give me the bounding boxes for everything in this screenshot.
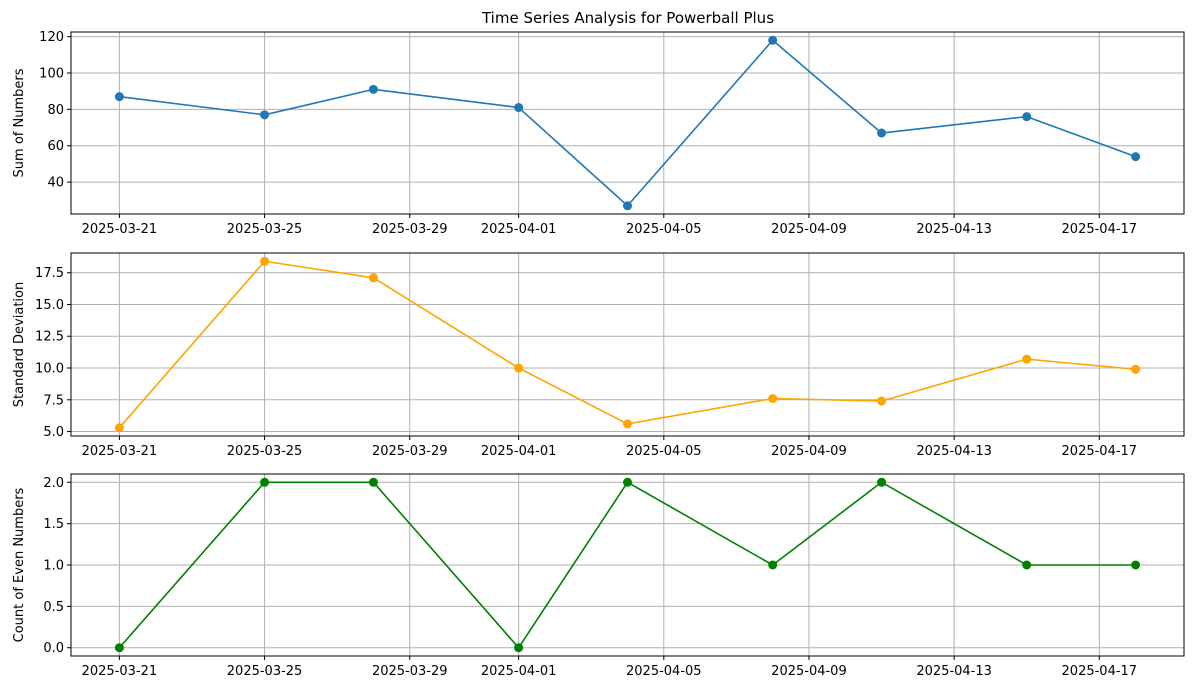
chart-panels: 2025-03-21 2025-03-25 2025-03-29 2025-04-01… bbox=[12, 30, 1185, 679]
y-tick-label: 2.0 bbox=[43, 476, 64, 491]
x-tick-label: 2025-04-09 bbox=[771, 444, 847, 459]
axes-frame bbox=[70, 31, 1185, 215]
series-line bbox=[118, 260, 1136, 429]
x-tick-label: 2025-04-13 bbox=[916, 444, 992, 459]
data-point bbox=[1022, 560, 1032, 570]
data-point bbox=[368, 273, 378, 283]
y-tick-label: 10.0 bbox=[35, 362, 64, 377]
data-point bbox=[768, 35, 778, 45]
x-tick-label: 2025-04-09 bbox=[771, 222, 847, 237]
series-line bbox=[119, 39, 1136, 207]
data-point bbox=[877, 128, 887, 138]
data-point bbox=[114, 92, 124, 102]
x-tick-label: 2025-04-13 bbox=[916, 664, 992, 679]
data-point bbox=[1131, 364, 1141, 374]
chart-panel-1: 2025-03-21 2025-03-25 2025-03-29 2025-04-01… bbox=[12, 30, 1185, 237]
x-tick-label: 2025-04-09 bbox=[771, 664, 847, 679]
x-tick-label: 2025-03-25 bbox=[227, 222, 303, 237]
data-point bbox=[260, 110, 270, 120]
x-tick-label: 2025-04-05 bbox=[626, 664, 702, 679]
data-point bbox=[260, 256, 270, 266]
axes-frame bbox=[70, 252, 1185, 437]
y-axis-label: Count of Even Numbers bbox=[12, 487, 27, 642]
chart-panel-3: 2025-03-21 2025-03-25 2025-03-29 2025-04-01… bbox=[12, 473, 1185, 679]
x-tick-label: 2025-04-05 bbox=[626, 444, 702, 459]
data-point bbox=[1022, 112, 1032, 122]
data-point bbox=[368, 84, 378, 94]
y-tick-label: 1.5 bbox=[43, 517, 64, 532]
y-tick-label: 12.5 bbox=[35, 330, 64, 345]
y-tick-label: 60 bbox=[47, 139, 64, 154]
y-tick-label: 0.5 bbox=[43, 600, 64, 615]
x-tick-label: 2025-04-01 bbox=[481, 222, 557, 237]
data-point bbox=[877, 477, 887, 487]
x-tick-label: 2025-03-21 bbox=[82, 444, 158, 459]
y-tick-label: 100 bbox=[39, 67, 64, 82]
data-point bbox=[514, 363, 524, 373]
x-tick-label: 2025-03-25 bbox=[227, 664, 303, 679]
y-tick-label: 0.0 bbox=[43, 641, 64, 656]
data-point bbox=[768, 394, 778, 404]
y-tick-label: 1.0 bbox=[43, 559, 64, 574]
data-point bbox=[260, 477, 270, 487]
y-tick-label: 80 bbox=[47, 103, 64, 118]
data-point bbox=[877, 396, 887, 406]
x-tick-label: 2025-04-05 bbox=[626, 222, 702, 237]
x-tick-label: 2025-03-21 bbox=[82, 664, 158, 679]
y-axis-label: Standard Deviation bbox=[12, 282, 27, 407]
y-tick-label: 40 bbox=[47, 176, 64, 191]
y-axis-label: Sum of Numbers bbox=[12, 68, 27, 177]
data-point bbox=[623, 419, 632, 429]
y-tick-label: 15.0 bbox=[35, 298, 64, 313]
chart-panel-2: 2025-03-21 2025-03-25 2025-03-29 2025-04-01… bbox=[12, 252, 1185, 459]
axes-frame bbox=[70, 473, 1185, 657]
x-tick-label: 2025-03-29 bbox=[372, 444, 448, 459]
data-point bbox=[1131, 152, 1141, 162]
y-tick-label: 7.5 bbox=[43, 393, 64, 408]
x-tick-label: 2025-03-25 bbox=[227, 444, 303, 459]
x-tick-label: 2025-04-17 bbox=[1062, 222, 1138, 237]
chart-title: Time Series Analysis for Powerball Plus bbox=[481, 9, 774, 27]
data-point bbox=[514, 103, 524, 113]
x-tick-label: 2025-04-13 bbox=[916, 222, 992, 237]
x-tick-label: 2025-04-17 bbox=[1062, 444, 1138, 459]
data-point bbox=[623, 477, 632, 487]
x-tick-label: 2025-04-17 bbox=[1062, 664, 1138, 679]
y-tick-label: 5.0 bbox=[43, 425, 64, 440]
x-tick-label: 2025-03-29 bbox=[372, 222, 448, 237]
data-point bbox=[1131, 560, 1141, 570]
data-point bbox=[623, 201, 632, 211]
data-point bbox=[768, 560, 778, 570]
data-point bbox=[514, 643, 524, 653]
data-point bbox=[1022, 354, 1032, 364]
x-tick-label: 2025-04-01 bbox=[481, 444, 557, 459]
data-point bbox=[114, 643, 124, 653]
y-tick-label: 120 bbox=[39, 30, 64, 45]
x-tick-label: 2025-03-21 bbox=[82, 222, 158, 237]
data-point bbox=[114, 423, 124, 433]
data-point bbox=[368, 477, 378, 487]
y-tick-label: 17.5 bbox=[35, 266, 64, 281]
x-tick-label: 2025-03-29 bbox=[372, 664, 448, 679]
x-tick-label: 2025-04-01 bbox=[481, 664, 557, 679]
